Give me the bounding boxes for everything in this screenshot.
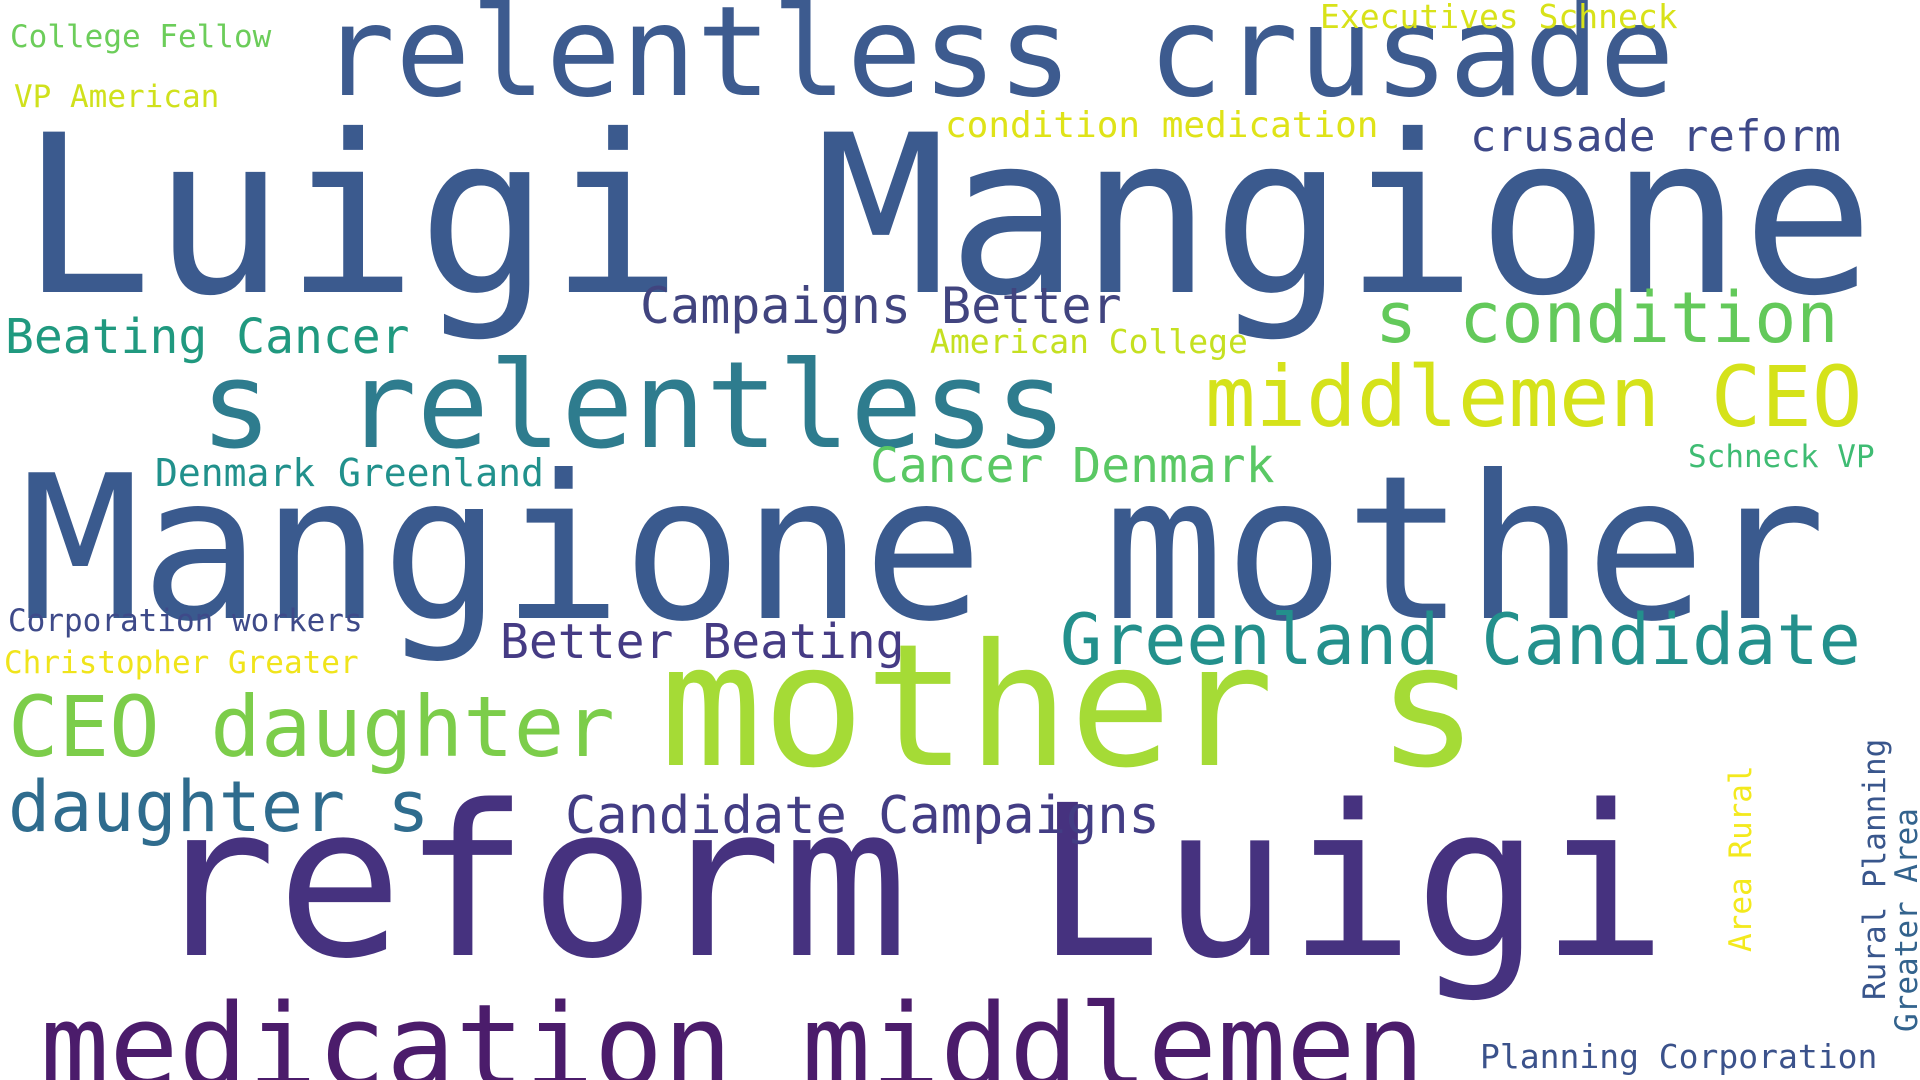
word-daughter-s: daughter s [8,766,430,848]
word-luigi-mangione: Luigi Mangione [20,88,1875,344]
word-mother-s: mother s [660,608,1479,806]
word-s-condition: s condition [1375,277,1839,359]
word-college-fellow: College Fellow [10,19,272,55]
word-medication-middlemen: medication middlemen [40,980,1425,1080]
word-condition-medication: condition medication [945,105,1379,146]
word-better-beating: Better Beating [500,614,905,670]
word-planning-corporation: Planning Corporation [1480,1037,1878,1076]
word-beating-cancer: Beating Cancer [5,309,410,365]
word-cancer-denmark: Cancer Denmark [870,438,1275,494]
word-denmark-greenland: Denmark Greenland [155,451,544,495]
word-mangione-mother: Mangione mother [20,433,1827,666]
word-crusade-reform: crusade reform [1470,111,1841,162]
word-schneck-vp: Schneck VP [1688,439,1875,475]
word-greenland-candidate: Greenland Candidate [1060,599,1861,681]
word-executives-schneck: Executives Schneck [1320,0,1678,36]
word-candidate-campaigns: Candidate Campaigns [565,786,1160,846]
word-corporation-workers: Corporation workers [8,603,363,639]
word-area-rural: Area Rural [1723,765,1759,952]
word-campaigns-better: Campaigns Better [640,277,1122,335]
word-ceo-daughter: CEO daughter [8,678,615,776]
word-s-relentless: s relentless [200,337,1067,476]
word-relentless-crusade: relentless crusade [320,0,1675,125]
word-greater-area: Greater Area [1889,808,1920,1032]
word-rural-planning: Rural Planning [1857,738,1893,1000]
word-vp-american: VP American [14,79,220,115]
word-american-college: American College [930,322,1248,361]
word-reform-luigi: reform Luigi [150,760,1668,1005]
word-middlemen-ceo: middlemen CEO [1205,348,1863,446]
word-christopher-greater: Christopher Greater [4,645,359,681]
